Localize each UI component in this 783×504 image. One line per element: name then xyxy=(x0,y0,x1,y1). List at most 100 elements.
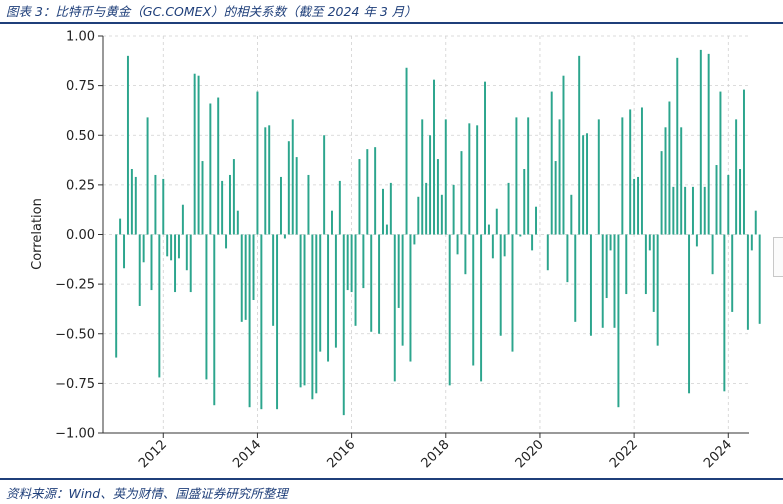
correlation-bar xyxy=(515,117,518,235)
correlation-bar xyxy=(648,234,651,251)
correlation-bar xyxy=(480,234,483,382)
correlation-bar xyxy=(507,182,510,235)
source-rule xyxy=(0,478,783,480)
correlation-bar xyxy=(495,208,498,235)
correlation-bar xyxy=(154,174,157,235)
correlation-bar xyxy=(633,178,636,235)
correlation-bar xyxy=(460,151,463,235)
correlation-bar xyxy=(119,218,122,235)
correlation-bar xyxy=(433,79,435,235)
correlation-bar xyxy=(425,182,428,235)
correlation-bar xyxy=(695,234,698,247)
correlation-bar xyxy=(213,234,216,406)
figure-caption: 图表 3：比特币与黄金（GC.COMEX）的相关系数（截至 2024 年 3 月… xyxy=(6,4,417,19)
x-tick-label: 2020 xyxy=(513,437,547,471)
correlation-bar xyxy=(421,119,424,235)
correlation-bar xyxy=(668,101,671,235)
correlation-bar xyxy=(358,159,361,235)
correlation-bar xyxy=(472,234,475,366)
correlation-bar xyxy=(244,234,247,320)
correlation-bar xyxy=(307,174,310,235)
correlation-bar xyxy=(503,234,506,257)
correlation-bar xyxy=(640,107,643,235)
correlation-bar xyxy=(315,234,318,394)
correlation-bar xyxy=(527,117,530,235)
correlation-bar xyxy=(236,210,239,235)
correlation-bar xyxy=(562,75,565,235)
y-tick-label: −0.50 xyxy=(55,327,95,342)
correlation-bar xyxy=(601,234,604,328)
correlation-bar xyxy=(338,180,341,235)
correlation-bar xyxy=(613,234,616,328)
correlation-bar xyxy=(397,234,400,308)
correlation-bar xyxy=(130,168,133,235)
correlation-bar xyxy=(676,57,679,235)
correlation-bar xyxy=(672,186,675,235)
correlation-bar xyxy=(138,234,141,306)
side-scroll-tab[interactable] xyxy=(773,237,783,277)
correlation-bar xyxy=(656,234,659,346)
correlation-bar xyxy=(742,89,745,235)
correlation-bar xyxy=(158,234,161,378)
correlation-bar xyxy=(476,125,479,235)
correlation-bar xyxy=(276,234,279,410)
correlation-bar xyxy=(715,165,718,235)
correlation-bar xyxy=(378,234,381,334)
correlation-bar xyxy=(511,234,514,352)
correlation-bar xyxy=(746,234,749,330)
correlation-bar xyxy=(637,176,640,235)
correlation-bar xyxy=(350,234,353,293)
correlation-bar xyxy=(731,234,734,312)
correlation-bar xyxy=(225,234,228,249)
correlation-bar xyxy=(452,184,455,235)
correlation-bar xyxy=(727,174,730,235)
correlation-bar xyxy=(382,188,384,235)
correlation-bar xyxy=(303,234,306,386)
y-tick-label: 0.75 xyxy=(66,79,95,94)
correlation-bar xyxy=(739,168,742,235)
x-ticks: 2012 2014 2016 2018 2020 2022 2024 xyxy=(136,433,735,471)
correlation-bar xyxy=(444,119,447,235)
correlation-bar xyxy=(688,234,691,394)
correlation-bar xyxy=(221,180,224,235)
correlation-bar xyxy=(260,234,263,410)
correlation-bar xyxy=(189,234,192,293)
correlation-bar xyxy=(268,125,271,235)
correlation-bar xyxy=(609,234,612,251)
correlation-bar xyxy=(323,135,326,235)
correlation-bar xyxy=(625,234,628,295)
figure-source: 资料来源：Wind、英为财情、国盛证券研究所整理 xyxy=(6,486,288,501)
correlation-bar xyxy=(291,119,294,235)
correlation-bar xyxy=(170,234,173,261)
correlation-bar xyxy=(185,234,188,271)
correlation-bar xyxy=(389,182,392,235)
correlation-bar xyxy=(366,149,369,235)
x-tick-label: 2012 xyxy=(136,437,170,471)
correlation-bar xyxy=(554,161,557,235)
correlation-bar xyxy=(680,127,683,235)
correlation-bar xyxy=(299,234,302,388)
correlation-bar xyxy=(487,224,490,235)
correlation-bar xyxy=(252,234,255,301)
correlation-bar xyxy=(197,75,200,235)
correlation-bar xyxy=(295,157,298,235)
correlation-bar xyxy=(409,234,412,362)
correlation-bar xyxy=(232,159,235,235)
correlation-bar xyxy=(531,234,534,251)
correlation-bar xyxy=(370,234,373,332)
correlation-bar xyxy=(719,91,722,235)
y-tick-label: −0.25 xyxy=(55,278,95,293)
correlation-bar xyxy=(413,234,416,245)
correlation-bar xyxy=(523,168,526,235)
correlation-chart: −1.00 −0.75 −0.50 −0.25 0.00 0.25 0.50 0.75 1.00… xyxy=(30,30,761,471)
correlation-bar xyxy=(582,135,585,235)
correlation-bar xyxy=(707,53,710,235)
correlation-bar xyxy=(240,234,243,322)
correlation-bar xyxy=(550,91,553,235)
correlation-bar xyxy=(750,234,753,251)
correlation-bar xyxy=(334,234,337,348)
correlation-bar xyxy=(617,234,620,408)
correlation-bar xyxy=(589,234,592,336)
bar-series xyxy=(115,49,761,416)
correlation-bar xyxy=(126,55,129,235)
